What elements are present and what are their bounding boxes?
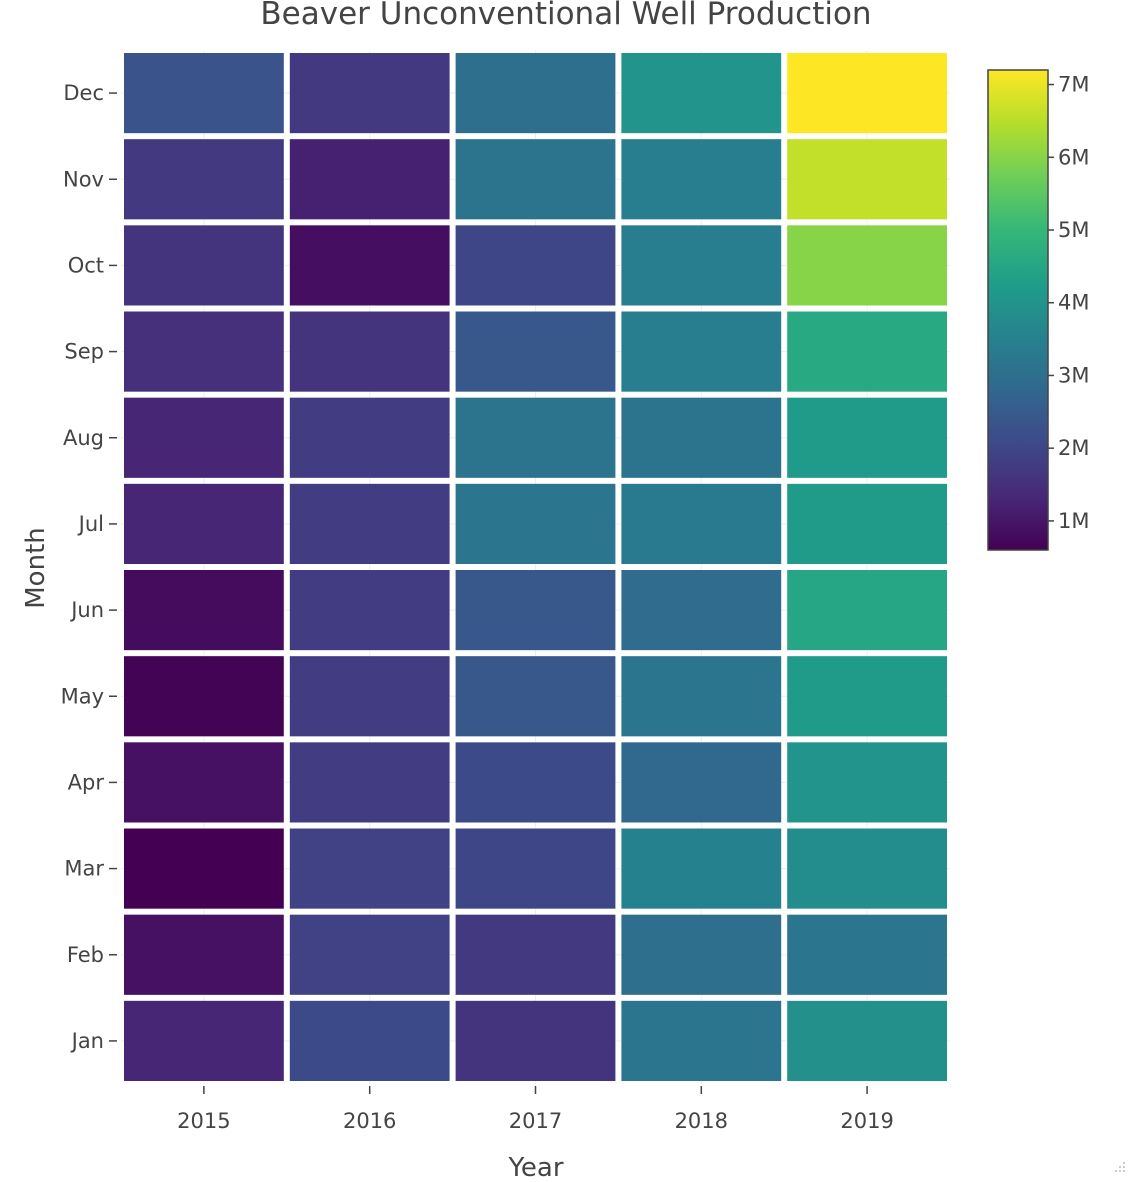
heatmap-cells — [124, 53, 947, 1081]
heatmap-cell-2019-aug[interactable] — [787, 397, 947, 478]
heatmap-cell-2018-jul[interactable] — [621, 483, 782, 564]
y-tick-label-feb: Feb — [67, 943, 104, 967]
heatmap-cell-2018-sep[interactable] — [621, 311, 782, 392]
heatmap-cell-2016-jan[interactable] — [289, 1000, 450, 1081]
heatmap-cell-2015-jul[interactable] — [124, 483, 284, 564]
heatmap-cell-2017-jan[interactable] — [455, 1000, 616, 1081]
heatmap-cell-2019-dec[interactable] — [787, 53, 947, 134]
heatmap-cell-2017-mar[interactable] — [455, 828, 616, 909]
heatmap-cell-2016-jul[interactable] — [289, 483, 450, 564]
x-axis: 2015 2016 2017 2018 2019 — [177, 1086, 894, 1133]
heatmap-cell-2018-aug[interactable] — [621, 397, 782, 478]
colorbar: 1M 2M 3M 4M 5M 6M 7M — [987, 69, 1089, 551]
heatmap-cell-2017-sep[interactable] — [455, 311, 616, 392]
heatmap-cell-2018-nov[interactable] — [621, 139, 782, 220]
heatmap-cell-2015-nov[interactable] — [124, 139, 284, 220]
y-tick-label-nov: Nov — [63, 167, 104, 191]
heatmap-cell-2018-jan[interactable] — [621, 1000, 782, 1081]
heatmap-cell-2016-nov[interactable] — [289, 139, 450, 220]
heatmap-cell-2018-jun[interactable] — [621, 570, 782, 651]
colorbar-tick-label: 7M — [1058, 73, 1089, 97]
heatmap-cell-2015-may[interactable] — [124, 656, 284, 737]
y-tick-label-may: May — [61, 684, 104, 708]
heatmap-cell-2019-may[interactable] — [787, 656, 947, 737]
heatmap-cell-2017-oct[interactable] — [455, 225, 616, 306]
colorbar-gradient — [987, 69, 1049, 551]
x-tick-label-2015: 2015 — [177, 1109, 230, 1133]
y-tick-label-oct: Oct — [68, 253, 104, 277]
heatmap-cell-2019-jul[interactable] — [787, 483, 947, 564]
y-tick-label-jan: Jan — [70, 1029, 104, 1053]
y-tick-label-apr: Apr — [68, 770, 105, 794]
heatmap-cell-2016-dec[interactable] — [289, 53, 450, 134]
heatmap-cell-2019-nov[interactable] — [787, 139, 947, 220]
heatmap-cell-2017-apr[interactable] — [455, 742, 616, 823]
y-tick-label-aug: Aug — [63, 426, 104, 450]
heatmap-cell-2019-jan[interactable] — [787, 1000, 947, 1081]
colorbar-tick-label: 4M — [1058, 291, 1089, 315]
colorbar-tick-label: 5M — [1058, 218, 1089, 242]
y-tick-label-mar: Mar — [64, 857, 104, 881]
heatmap-cell-2019-mar[interactable] — [787, 828, 947, 909]
resize-handle-icon[interactable] — [1115, 1162, 1125, 1172]
heatmap-cell-2017-jun[interactable] — [455, 570, 616, 651]
y-tick-label-sep: Sep — [64, 340, 104, 364]
y-axis: Jan Feb Mar Apr May Jun Jul Aug Sep Oct Nov Dec — [61, 81, 117, 1053]
heatmap-cell-2018-feb[interactable] — [621, 914, 782, 995]
y-tick-label-jul: Jul — [77, 512, 104, 536]
heatmap-cell-2015-oct[interactable] — [124, 225, 284, 306]
colorbar-tick-label: 3M — [1058, 363, 1089, 387]
heatmap-cell-2016-oct[interactable] — [289, 225, 450, 306]
heatmap-cell-2015-sep[interactable] — [124, 311, 284, 392]
heatmap-cell-2015-aug[interactable] — [124, 397, 284, 478]
heatmap-cell-2018-mar[interactable] — [621, 828, 782, 909]
colorbar-tick-label: 2M — [1058, 436, 1089, 460]
heatmap-cell-2016-mar[interactable] — [289, 828, 450, 909]
heatmap-cell-2016-aug[interactable] — [289, 397, 450, 478]
heatmap-cell-2017-dec[interactable] — [455, 53, 616, 134]
heatmap-cell-2017-may[interactable] — [455, 656, 616, 737]
heatmap-cell-2018-apr[interactable] — [621, 742, 782, 823]
heatmap-cell-2016-jun[interactable] — [289, 570, 450, 651]
y-tick-label-dec: Dec — [63, 81, 104, 105]
heatmap-cell-2017-nov[interactable] — [455, 139, 616, 220]
heatmap-cell-2017-feb[interactable] — [455, 914, 616, 995]
chart-title: Beaver Unconventional Well Production — [260, 0, 871, 32]
x-tick-label-2019: 2019 — [840, 1109, 893, 1133]
heatmap-cell-2019-feb[interactable] — [787, 914, 947, 995]
heatmap-cell-2016-apr[interactable] — [289, 742, 450, 823]
colorbar-tick-label: 1M — [1058, 509, 1089, 533]
heatmap-cell-2016-may[interactable] — [289, 656, 450, 737]
heatmap-cell-2015-apr[interactable] — [124, 742, 284, 823]
heatmap-cell-2018-oct[interactable] — [621, 225, 782, 306]
heatmap-cell-2018-may[interactable] — [621, 656, 782, 737]
heatmap-cell-2017-aug[interactable] — [455, 397, 616, 478]
y-axis-title: Month — [21, 527, 51, 609]
heatmap-cell-2018-dec[interactable] — [621, 53, 782, 134]
heatmap-cell-2019-sep[interactable] — [787, 311, 947, 392]
x-tick-label-2018: 2018 — [675, 1109, 728, 1133]
x-axis-title: Year — [507, 1153, 563, 1178]
heatmap-cell-2019-oct[interactable] — [787, 225, 947, 306]
heatmap-cell-2015-mar[interactable] — [124, 828, 284, 909]
heatmap-cell-2016-sep[interactable] — [289, 311, 450, 392]
heatmap-cell-2016-feb[interactable] — [289, 914, 450, 995]
heatmap-cell-2015-dec[interactable] — [124, 53, 284, 134]
heatmap-cell-2015-feb[interactable] — [124, 914, 284, 995]
y-tick-label-jun: Jun — [69, 598, 104, 622]
heatmap-cell-2015-jun[interactable] — [124, 570, 284, 651]
x-tick-label-2017: 2017 — [509, 1109, 562, 1133]
x-tick-label-2016: 2016 — [343, 1109, 396, 1133]
heatmap-cell-2017-jul[interactable] — [455, 483, 616, 564]
heatmap-cell-2019-jun[interactable] — [787, 570, 947, 651]
colorbar-tick-label: 6M — [1058, 145, 1089, 169]
heatmap-cell-2015-jan[interactable] — [124, 1000, 284, 1081]
heatmap-cell-2019-apr[interactable] — [787, 742, 947, 823]
